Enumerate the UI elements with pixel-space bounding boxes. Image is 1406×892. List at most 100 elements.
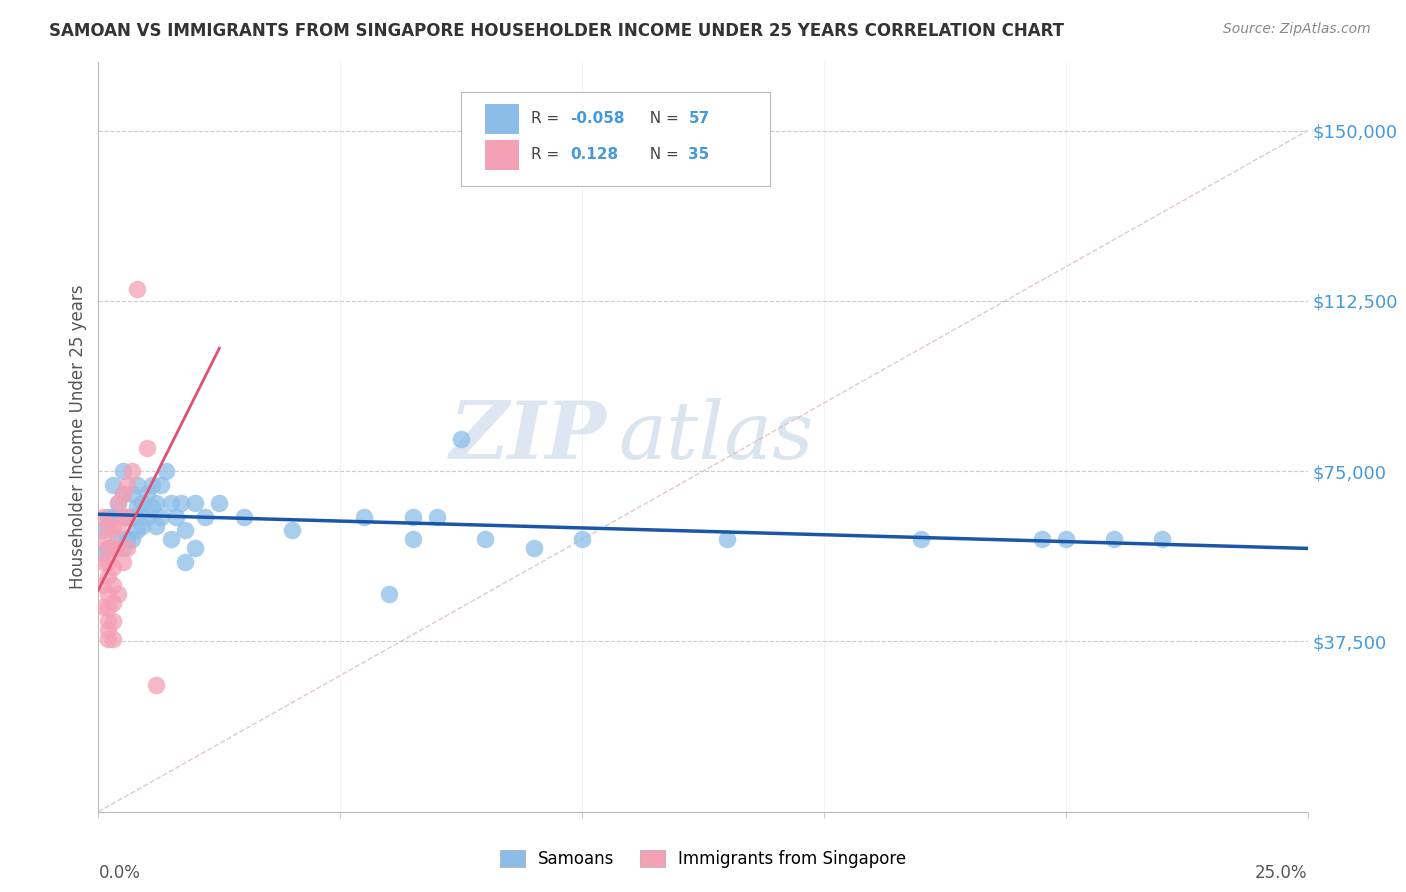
Point bbox=[194, 509, 217, 524]
Text: 57: 57 bbox=[689, 112, 710, 126]
Point bbox=[97, 632, 120, 647]
Point bbox=[165, 509, 187, 524]
Point bbox=[97, 541, 120, 556]
Point bbox=[716, 533, 738, 547]
Point bbox=[571, 533, 593, 547]
Point bbox=[174, 523, 197, 537]
Point bbox=[97, 614, 120, 628]
Point bbox=[117, 477, 139, 491]
Point bbox=[97, 555, 120, 569]
Point bbox=[101, 541, 124, 556]
Point bbox=[121, 533, 143, 547]
Point bbox=[107, 541, 129, 556]
Point bbox=[1152, 533, 1174, 547]
Point bbox=[97, 623, 120, 637]
Point bbox=[107, 496, 129, 510]
Point bbox=[1102, 533, 1125, 547]
Point bbox=[91, 523, 114, 537]
Text: R =: R = bbox=[531, 147, 564, 162]
Point bbox=[101, 559, 124, 574]
FancyBboxPatch shape bbox=[461, 93, 769, 186]
Text: SAMOAN VS IMMIGRANTS FROM SINGAPORE HOUSEHOLDER INCOME UNDER 25 YEARS CORRELATIO: SAMOAN VS IMMIGRANTS FROM SINGAPORE HOUS… bbox=[49, 22, 1064, 40]
Point bbox=[97, 587, 120, 601]
Point bbox=[402, 509, 425, 524]
Point bbox=[402, 533, 425, 547]
Point bbox=[160, 533, 183, 547]
Point bbox=[155, 464, 177, 478]
Point bbox=[111, 487, 134, 501]
Point bbox=[97, 600, 120, 615]
Point bbox=[150, 477, 173, 491]
Text: 35: 35 bbox=[689, 147, 710, 162]
Point bbox=[111, 509, 134, 524]
Text: N =: N = bbox=[640, 147, 683, 162]
Point bbox=[160, 496, 183, 510]
Point bbox=[145, 496, 167, 510]
Text: ZIP: ZIP bbox=[450, 399, 606, 475]
Point bbox=[91, 546, 114, 560]
Point bbox=[1054, 533, 1077, 547]
Point bbox=[97, 509, 120, 524]
Point bbox=[127, 477, 149, 491]
Legend: Samoans, Immigrants from Singapore: Samoans, Immigrants from Singapore bbox=[494, 843, 912, 875]
Point bbox=[174, 555, 197, 569]
Point bbox=[101, 596, 124, 610]
Point bbox=[131, 496, 153, 510]
Text: Source: ZipAtlas.com: Source: ZipAtlas.com bbox=[1223, 22, 1371, 37]
Point bbox=[101, 577, 124, 591]
Text: 0.128: 0.128 bbox=[569, 147, 619, 162]
Point bbox=[281, 523, 304, 537]
Point bbox=[150, 509, 173, 524]
Point bbox=[111, 464, 134, 478]
Point bbox=[121, 464, 143, 478]
Point bbox=[127, 500, 149, 515]
Point bbox=[474, 533, 496, 547]
Point bbox=[111, 541, 134, 556]
Point bbox=[101, 523, 124, 537]
Point bbox=[117, 541, 139, 556]
Point bbox=[910, 533, 932, 547]
Point bbox=[145, 677, 167, 691]
Y-axis label: Householder Income Under 25 years: Householder Income Under 25 years bbox=[69, 285, 87, 590]
Point bbox=[208, 496, 231, 510]
Point bbox=[101, 614, 124, 628]
Point bbox=[91, 509, 114, 524]
Text: atlas: atlas bbox=[619, 399, 814, 475]
Point bbox=[97, 518, 120, 533]
Point bbox=[184, 496, 207, 510]
Point bbox=[111, 555, 134, 569]
Point bbox=[117, 533, 139, 547]
Point bbox=[377, 587, 399, 601]
Point bbox=[107, 533, 129, 547]
Point bbox=[353, 509, 375, 524]
Text: N =: N = bbox=[640, 112, 683, 126]
Point bbox=[135, 442, 157, 456]
Point bbox=[232, 509, 254, 524]
Point bbox=[426, 509, 449, 524]
Point bbox=[97, 541, 120, 556]
Point bbox=[101, 509, 124, 524]
Text: 25.0%: 25.0% bbox=[1256, 864, 1308, 882]
Point bbox=[107, 496, 129, 510]
Point bbox=[101, 632, 124, 647]
Text: 0.0%: 0.0% bbox=[98, 864, 141, 882]
Point bbox=[97, 568, 120, 582]
Point bbox=[121, 487, 143, 501]
Text: -0.058: -0.058 bbox=[569, 112, 624, 126]
Point bbox=[450, 433, 472, 447]
Point bbox=[135, 487, 157, 501]
Point bbox=[107, 587, 129, 601]
Point bbox=[101, 477, 124, 491]
Point bbox=[117, 509, 139, 524]
Point bbox=[141, 500, 163, 515]
Point bbox=[91, 555, 114, 569]
Point bbox=[117, 509, 139, 524]
Point bbox=[184, 541, 207, 556]
Point bbox=[91, 533, 114, 547]
Point bbox=[145, 518, 167, 533]
Point bbox=[91, 577, 114, 591]
Bar bbox=[485, 103, 519, 134]
Point bbox=[127, 283, 149, 297]
Point bbox=[91, 600, 114, 615]
Point bbox=[111, 487, 134, 501]
